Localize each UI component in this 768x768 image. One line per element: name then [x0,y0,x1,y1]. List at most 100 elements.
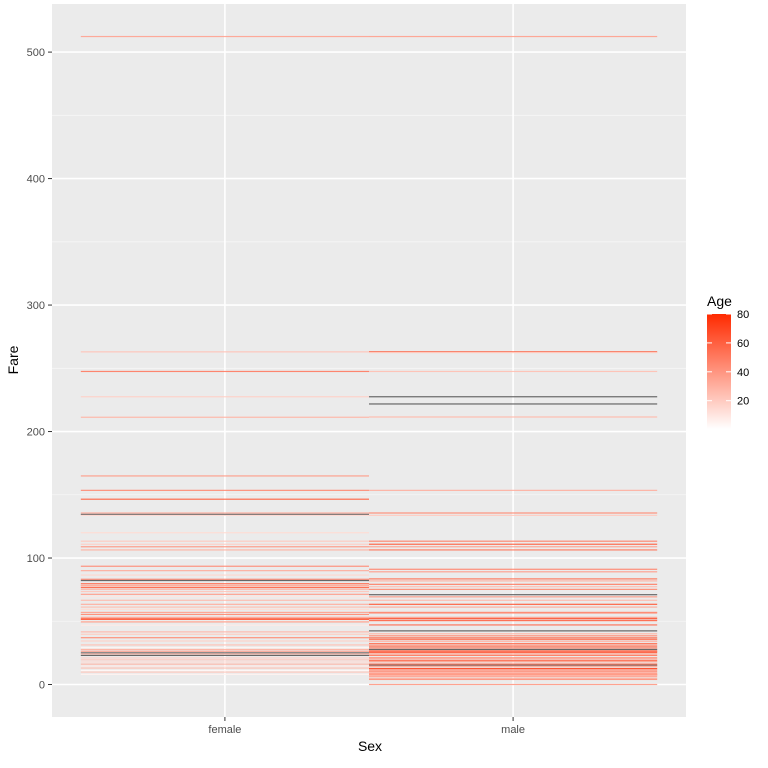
tile-male [369,643,658,645]
tile-male [369,568,658,570]
tile-female [80,583,370,585]
tile-female [80,659,370,661]
tile-female [80,624,370,626]
tile-male [369,668,658,670]
tile-female [80,532,370,534]
tile-male [369,650,658,652]
tile-male [369,638,658,641]
tile-female [80,546,370,548]
tile-female [80,657,370,659]
tile-female [80,588,370,590]
tile-male [369,663,658,665]
x-axis: female male [208,717,525,736]
tile-male [369,651,658,653]
tile-male [369,599,658,601]
tile-female [80,586,370,589]
tile-female [80,669,370,672]
minor-gridlines [52,114,686,622]
legend: Age 20 40 60 80 [707,293,749,429]
y-tick-label: 400 [27,174,45,186]
y-tick-label: 200 [27,427,45,439]
tile-female [80,647,370,649]
tile-male [369,620,658,622]
tile-female [80,611,370,614]
tile-male [369,624,658,626]
tile-male [369,675,658,677]
tile-male [369,651,658,653]
tile-female [80,595,370,598]
tile-female [80,396,370,398]
tile-female [80,665,370,667]
tile-male [369,580,658,582]
tile-female [80,35,370,38]
tile-female [80,652,370,654]
tile-male [369,674,658,676]
tile-female [80,618,370,620]
tile-female [80,489,370,491]
tile-female [80,661,370,663]
tile-male [369,588,658,590]
y-axis: 0 100 200 300 400 500 [27,47,52,692]
legend-tick-label: 60 [737,338,749,350]
tile-male [369,578,658,580]
tile-female [80,514,370,516]
tile-female [80,631,370,633]
tile-female [80,498,370,500]
tile-male [369,370,658,373]
tile-male [369,571,658,573]
tile-female [80,663,370,665]
y-tick-label: 500 [27,47,45,59]
tile-female [80,370,370,373]
tile-female [80,621,370,623]
tile-female [80,653,370,655]
tile-male [369,611,658,614]
tile-male [369,630,658,632]
legend-title: Age [707,293,732,309]
tile-male [369,489,658,491]
tile-male [369,677,658,679]
legend-tick-label: 20 [737,396,749,408]
tile-female [80,570,370,572]
tile-male [369,669,658,671]
x-axis-title: Sex [358,738,382,754]
tile-male [369,583,658,585]
tile-female [80,640,370,642]
tile-male [369,646,658,648]
tile-male [369,512,658,514]
tile-male [369,665,658,667]
tile-male [369,543,658,545]
tile-male [369,416,658,418]
legend-tick-label: 40 [737,367,749,379]
tile-female [80,565,370,567]
tile-female [80,579,370,582]
y-axis-title: Fare [5,345,21,374]
tile-male [369,351,658,353]
tile-male [369,670,658,672]
tile-female [80,590,370,593]
tile-male [369,661,658,663]
tile-male [369,396,658,398]
tile-female [80,618,370,620]
tile-male [369,654,658,657]
tile-male [369,606,658,608]
tile-male [369,648,658,651]
tile-male [369,603,658,605]
tile-male [369,635,658,637]
tile-male [369,667,658,669]
y-tick-label: 100 [27,553,45,565]
tile-male [369,672,658,675]
tile-male [369,586,658,588]
tile-male [369,403,658,405]
legend-tick-label: 80 [737,309,749,321]
tile-female [80,637,370,639]
plot-panel [52,4,686,717]
tile-male [369,637,658,639]
tile-female [80,512,370,514]
tile-female [80,608,370,610]
tile-male [369,596,658,598]
tile-male [369,633,658,635]
tile-male [369,683,658,686]
tile-female [80,644,370,646]
tile-female [80,543,370,545]
